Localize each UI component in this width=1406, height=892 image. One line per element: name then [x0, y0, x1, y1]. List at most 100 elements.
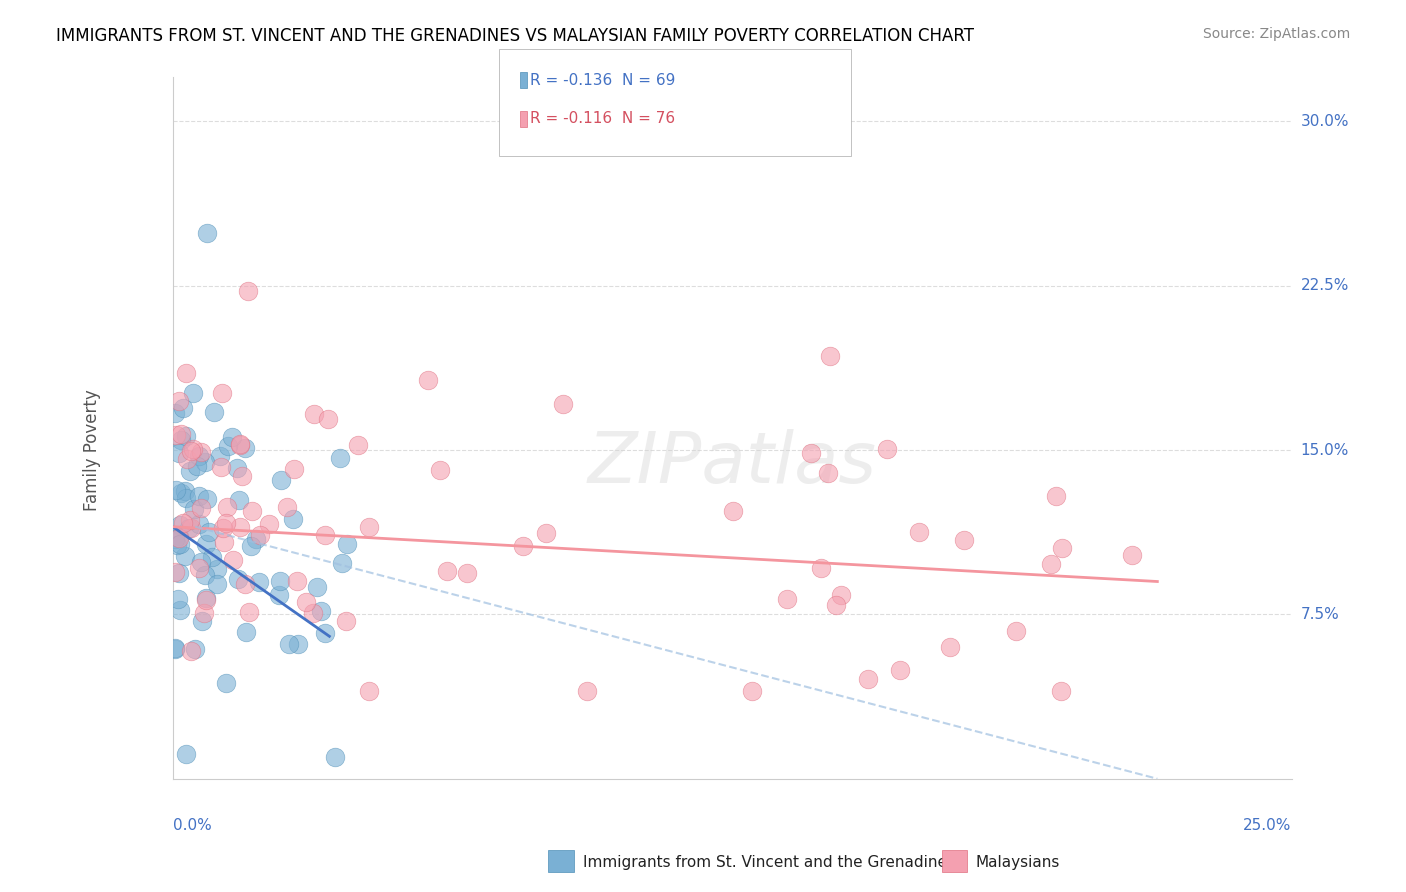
Point — [174, 549, 197, 563]
Point — [1050, 541, 1073, 555]
Point — [231, 468, 253, 483]
Point — [247, 574, 270, 589]
Point — [167, 591, 190, 606]
Point — [245, 533, 267, 547]
Point — [818, 349, 841, 363]
Point — [800, 446, 823, 460]
Point — [177, 520, 200, 534]
Point — [172, 516, 194, 530]
Point — [233, 577, 256, 591]
Point — [418, 373, 440, 387]
Point — [187, 517, 209, 532]
Text: IMMIGRANTS FROM ST. VINCENT AND THE GRENADINES VS MALAYSIAN FAMILY POVERTY CORRE: IMMIGRANTS FROM ST. VINCENT AND THE GREN… — [56, 27, 974, 45]
Point — [167, 531, 190, 545]
Point — [436, 564, 458, 578]
Point — [1049, 684, 1071, 698]
Point — [187, 561, 209, 575]
Point — [269, 574, 291, 588]
Point — [163, 565, 186, 579]
Point — [347, 438, 370, 452]
Point — [166, 538, 188, 552]
Point — [190, 445, 212, 459]
Point — [741, 684, 763, 698]
Point — [305, 580, 328, 594]
Point — [183, 501, 205, 516]
Point — [163, 532, 186, 546]
Point — [174, 366, 197, 380]
Point — [195, 591, 218, 605]
Point — [551, 397, 574, 411]
Point — [810, 561, 832, 575]
Point — [180, 444, 202, 458]
Text: 22.5%: 22.5% — [1301, 278, 1348, 293]
Point — [169, 446, 191, 460]
Point — [188, 489, 211, 503]
Text: 7.5%: 7.5% — [1301, 607, 1340, 622]
Text: ZIPatlas: ZIPatlas — [588, 429, 877, 498]
Text: Malaysians: Malaysians — [976, 855, 1060, 870]
Point — [817, 467, 839, 481]
Text: 0.0%: 0.0% — [173, 818, 211, 833]
Point — [776, 592, 799, 607]
Point — [283, 512, 305, 526]
Point — [876, 442, 898, 457]
Point — [179, 464, 201, 478]
Point — [212, 520, 235, 534]
Point — [174, 747, 197, 761]
Point — [194, 455, 217, 469]
Point — [172, 401, 194, 416]
Point — [186, 459, 208, 474]
Point — [179, 513, 201, 527]
Point — [889, 664, 911, 678]
Point — [236, 285, 259, 299]
Point — [191, 615, 214, 629]
Point — [170, 433, 193, 447]
Point — [163, 641, 186, 656]
Point — [575, 684, 598, 698]
Point — [240, 504, 263, 518]
Point — [190, 555, 212, 569]
Text: R = -0.136  N = 69: R = -0.136 N = 69 — [530, 73, 675, 87]
Point — [202, 405, 225, 419]
Point — [335, 614, 357, 628]
Point — [181, 385, 204, 400]
Point — [240, 539, 263, 553]
Point — [249, 528, 271, 542]
Point — [194, 592, 217, 607]
Point — [180, 644, 202, 658]
Point — [323, 749, 346, 764]
Point — [287, 637, 309, 651]
Point — [215, 676, 238, 690]
Text: Immigrants from St. Vincent and the Grenadines: Immigrants from St. Vincent and the Gren… — [583, 855, 956, 870]
Point — [165, 428, 187, 442]
Point — [194, 568, 217, 582]
Point — [229, 437, 252, 451]
Point — [1045, 489, 1067, 503]
Point — [316, 412, 339, 426]
Text: R = -0.116  N = 76: R = -0.116 N = 76 — [530, 112, 675, 126]
Text: 25.0%: 25.0% — [1243, 818, 1292, 833]
Point — [276, 500, 298, 514]
Point — [198, 524, 221, 539]
Point — [169, 537, 191, 551]
Point — [194, 537, 217, 551]
Point — [217, 439, 239, 453]
Point — [830, 588, 852, 602]
Point — [180, 521, 202, 535]
Text: Family Poverty: Family Poverty — [83, 389, 101, 511]
Point — [169, 518, 191, 533]
Point — [233, 441, 256, 455]
Point — [167, 566, 190, 580]
Point — [328, 450, 350, 465]
Point — [183, 641, 205, 656]
Point — [174, 428, 197, 442]
Point — [176, 452, 198, 467]
Point — [314, 626, 336, 640]
Point — [226, 572, 249, 586]
Point — [285, 574, 308, 588]
Point — [302, 607, 325, 621]
Point — [235, 624, 257, 639]
Point — [336, 537, 359, 551]
Point — [721, 504, 744, 518]
Point — [214, 534, 236, 549]
